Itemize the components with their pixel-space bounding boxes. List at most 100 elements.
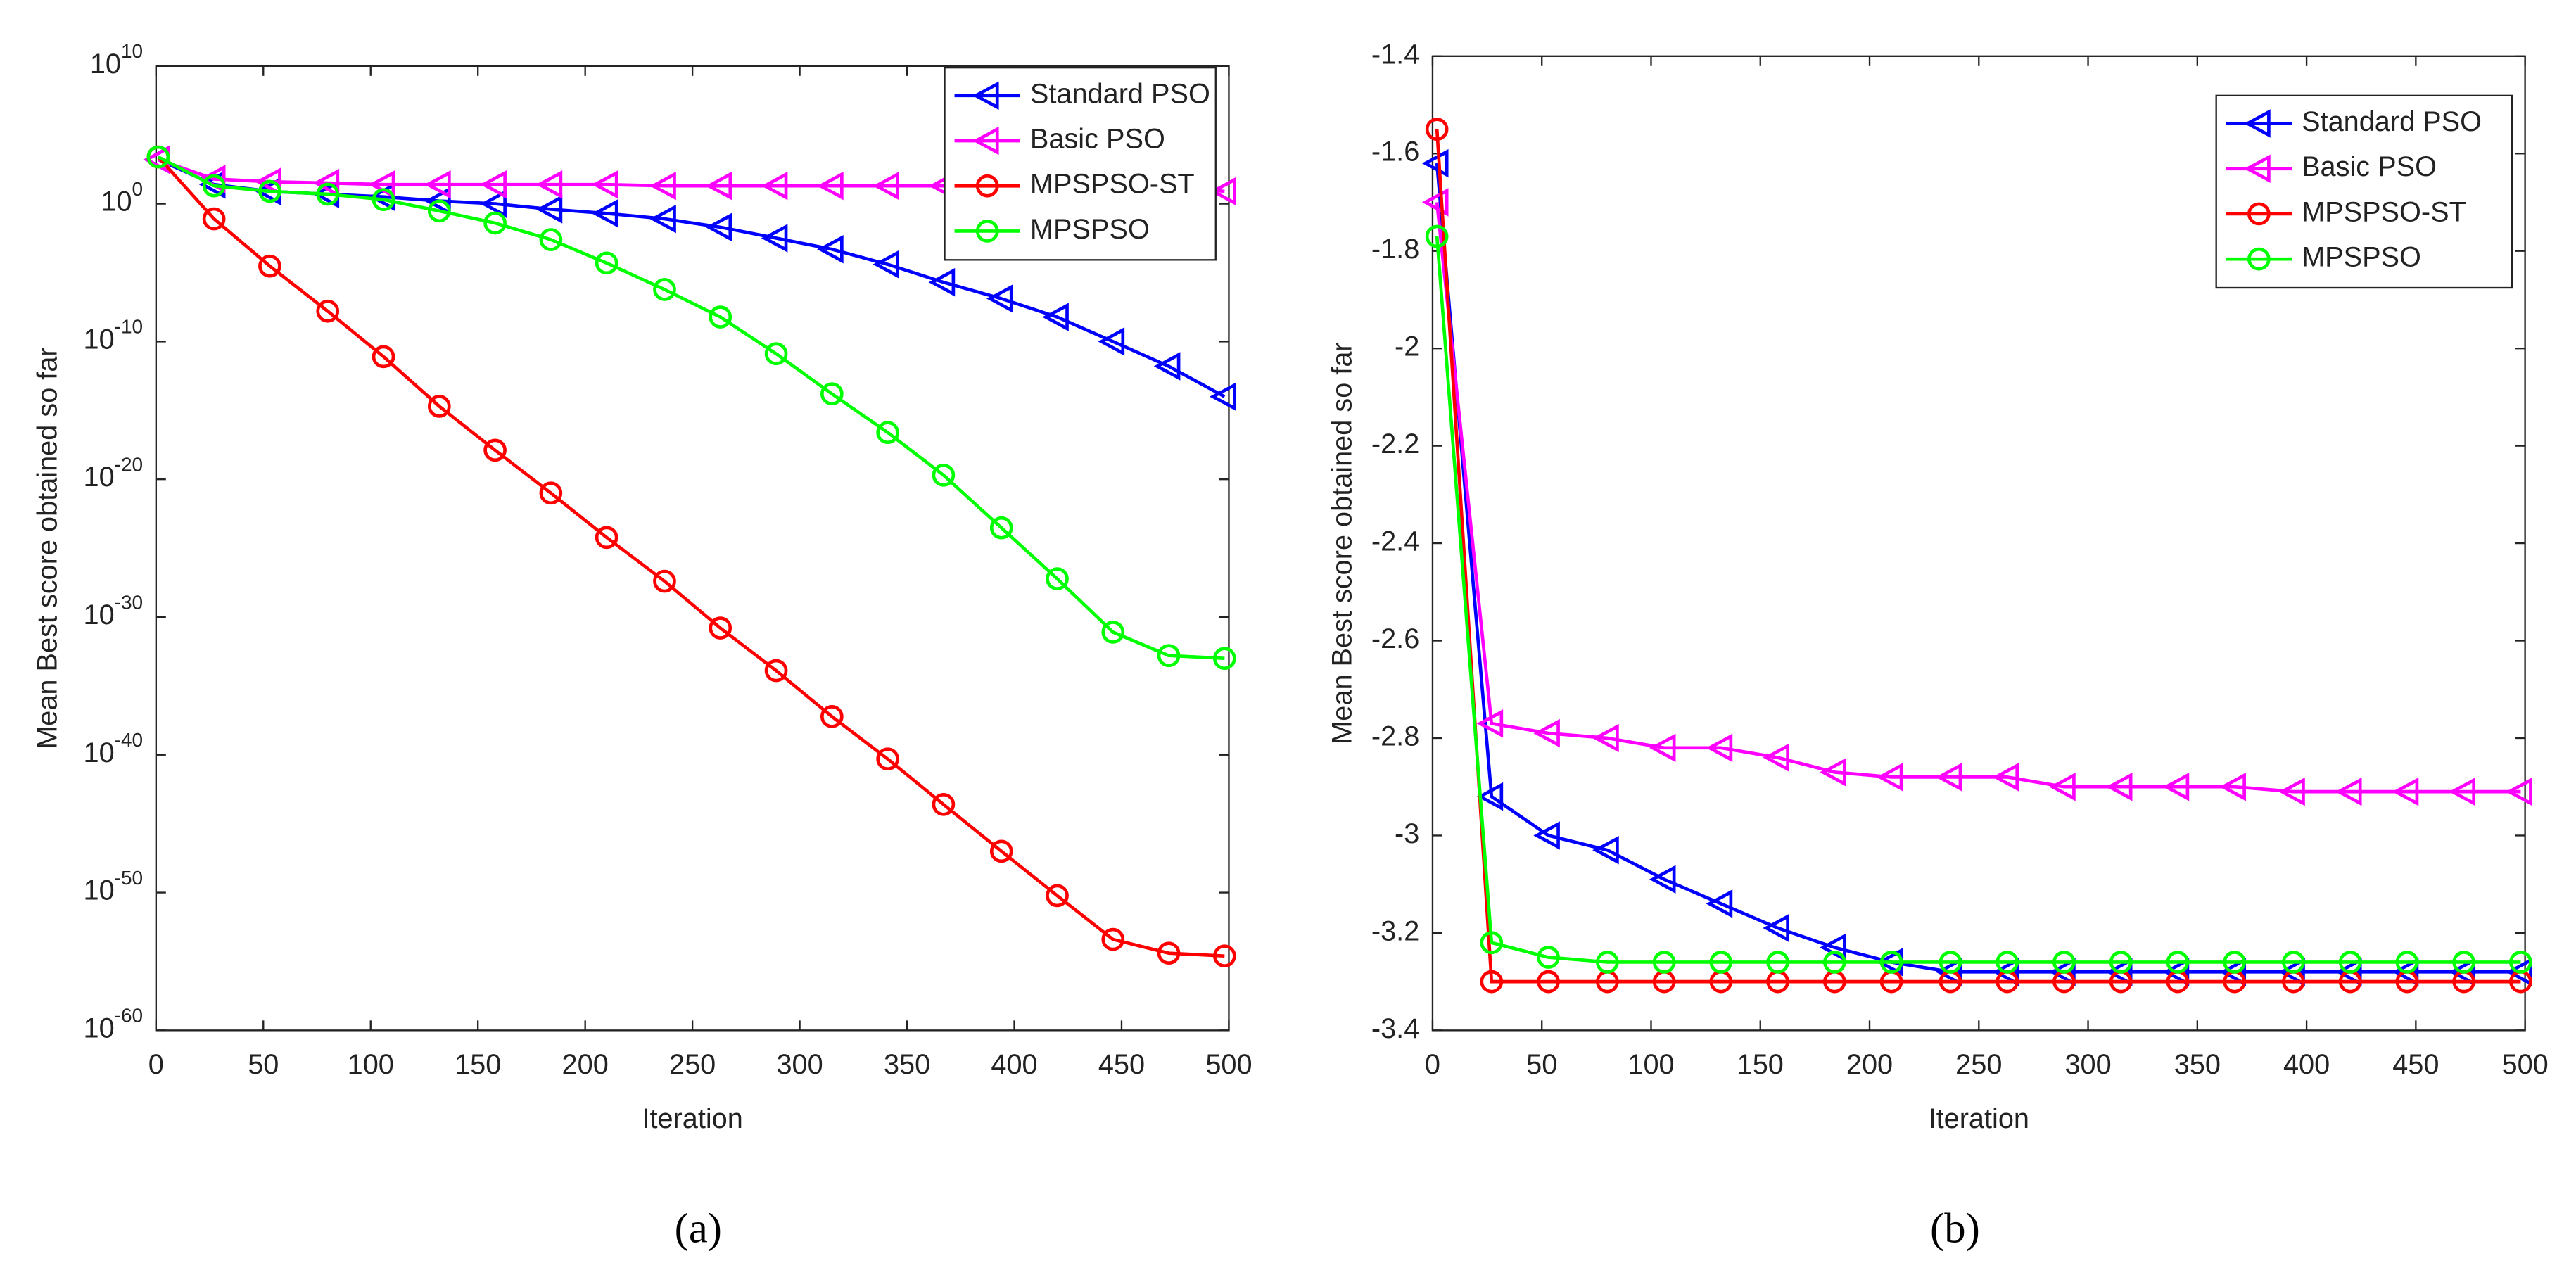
- legend-label: Standard PSO: [1030, 78, 1210, 109]
- marker: [595, 526, 618, 550]
- marker: [1476, 709, 1504, 738]
- x-tick-label: 300: [776, 1049, 823, 1080]
- marker: [2105, 772, 2133, 801]
- x-tick-label: 100: [1628, 1049, 1674, 1080]
- marker: [761, 224, 788, 253]
- marker: [1592, 835, 1619, 865]
- marker: [1996, 951, 2019, 974]
- marker: [1046, 884, 1069, 908]
- x-tick-label: 500: [2502, 1049, 2549, 1080]
- marker: [709, 305, 732, 329]
- marker: [1213, 647, 1236, 671]
- marker: [427, 199, 451, 223]
- marker: [1992, 958, 2019, 986]
- marker: [1763, 913, 1789, 943]
- marker: [873, 250, 899, 279]
- marker: [975, 174, 999, 198]
- marker: [2506, 958, 2532, 986]
- marker: [764, 342, 788, 366]
- marker: [2223, 951, 2246, 974]
- marker: [705, 212, 732, 242]
- x-tick-label: 300: [2064, 1049, 2111, 1080]
- marker: [1046, 567, 1069, 590]
- marker: [1042, 303, 1069, 331]
- marker: [932, 463, 956, 487]
- marker: [2219, 772, 2246, 801]
- marker: [2247, 202, 2271, 226]
- marker: [1533, 821, 1560, 850]
- y-tick-label: -2.8: [1371, 721, 1419, 751]
- legend-label: Standard PSO: [2302, 106, 2482, 137]
- marker: [1709, 951, 1733, 974]
- marker: [2395, 951, 2419, 974]
- marker: [761, 171, 788, 201]
- marker: [1157, 941, 1181, 965]
- marker: [1763, 743, 1789, 772]
- marker: [649, 204, 676, 234]
- caption: (a): [675, 1205, 722, 1252]
- marker: [312, 168, 340, 198]
- marker: [2278, 777, 2305, 806]
- y-tick-label: 10-50: [84, 867, 144, 906]
- marker: [2244, 154, 2271, 183]
- x-axis-label: Iteration: [642, 1103, 742, 1134]
- marker: [1425, 118, 1449, 141]
- marker: [427, 395, 451, 418]
- marker: [649, 171, 676, 201]
- x-tick-label: 50: [248, 1049, 279, 1080]
- marker: [1098, 327, 1125, 356]
- marker: [2162, 958, 2190, 986]
- marker: [1533, 718, 1560, 748]
- marker: [316, 299, 340, 323]
- marker: [1879, 951, 1903, 974]
- marker: [820, 705, 844, 728]
- y-tick-label: 10-20: [84, 454, 144, 493]
- marker: [1820, 758, 1846, 787]
- marker: [2162, 772, 2190, 801]
- marker: [1706, 733, 1733, 763]
- y-tick-label: -2.6: [1371, 623, 1419, 654]
- marker: [372, 345, 395, 369]
- marker: [1706, 889, 1733, 918]
- marker: [1596, 951, 1619, 974]
- marker: [928, 267, 956, 297]
- x-tick-label: 150: [455, 1049, 501, 1080]
- marker: [2452, 951, 2476, 974]
- y-tick-label: -2.2: [1371, 429, 1419, 459]
- y-tick-label: -1.4: [1371, 39, 1419, 70]
- marker: [1992, 763, 2019, 792]
- y-tick-label: -2.4: [1371, 526, 1419, 557]
- marker: [591, 170, 618, 199]
- y-tick-label: 10-30: [84, 592, 144, 631]
- x-tick-label: 400: [2283, 1049, 2330, 1080]
- marker: [1425, 224, 1449, 248]
- x-tick-label: 50: [1526, 1049, 1557, 1080]
- legend-label: Basic PSO: [2302, 151, 2437, 182]
- marker: [424, 170, 451, 199]
- marker: [1652, 951, 1676, 974]
- marker: [1213, 944, 1236, 968]
- marker: [1822, 951, 1846, 974]
- x-tick-label: 450: [1098, 1049, 1145, 1080]
- marker: [1101, 621, 1125, 644]
- y-tick-label: 10-10: [84, 316, 144, 355]
- marker: [2247, 247, 2271, 271]
- marker: [1935, 763, 1962, 792]
- x-tick-label: 400: [991, 1049, 1037, 1080]
- marker: [2105, 958, 2133, 986]
- legend: [2215, 94, 2513, 289]
- marker: [2049, 958, 2076, 986]
- marker: [424, 186, 451, 215]
- marker: [2506, 777, 2532, 806]
- marker: [2509, 951, 2532, 974]
- x-tick-label: 350: [2174, 1049, 2221, 1080]
- marker: [1939, 951, 1962, 974]
- y-tick-label: -1.6: [1371, 137, 1419, 167]
- marker: [1210, 177, 1236, 206]
- marker: [2392, 958, 2419, 986]
- marker: [1210, 382, 1236, 411]
- marker: [820, 382, 844, 406]
- marker: [972, 126, 999, 156]
- marker: [1101, 927, 1125, 951]
- y-tick-label: 100: [101, 178, 143, 217]
